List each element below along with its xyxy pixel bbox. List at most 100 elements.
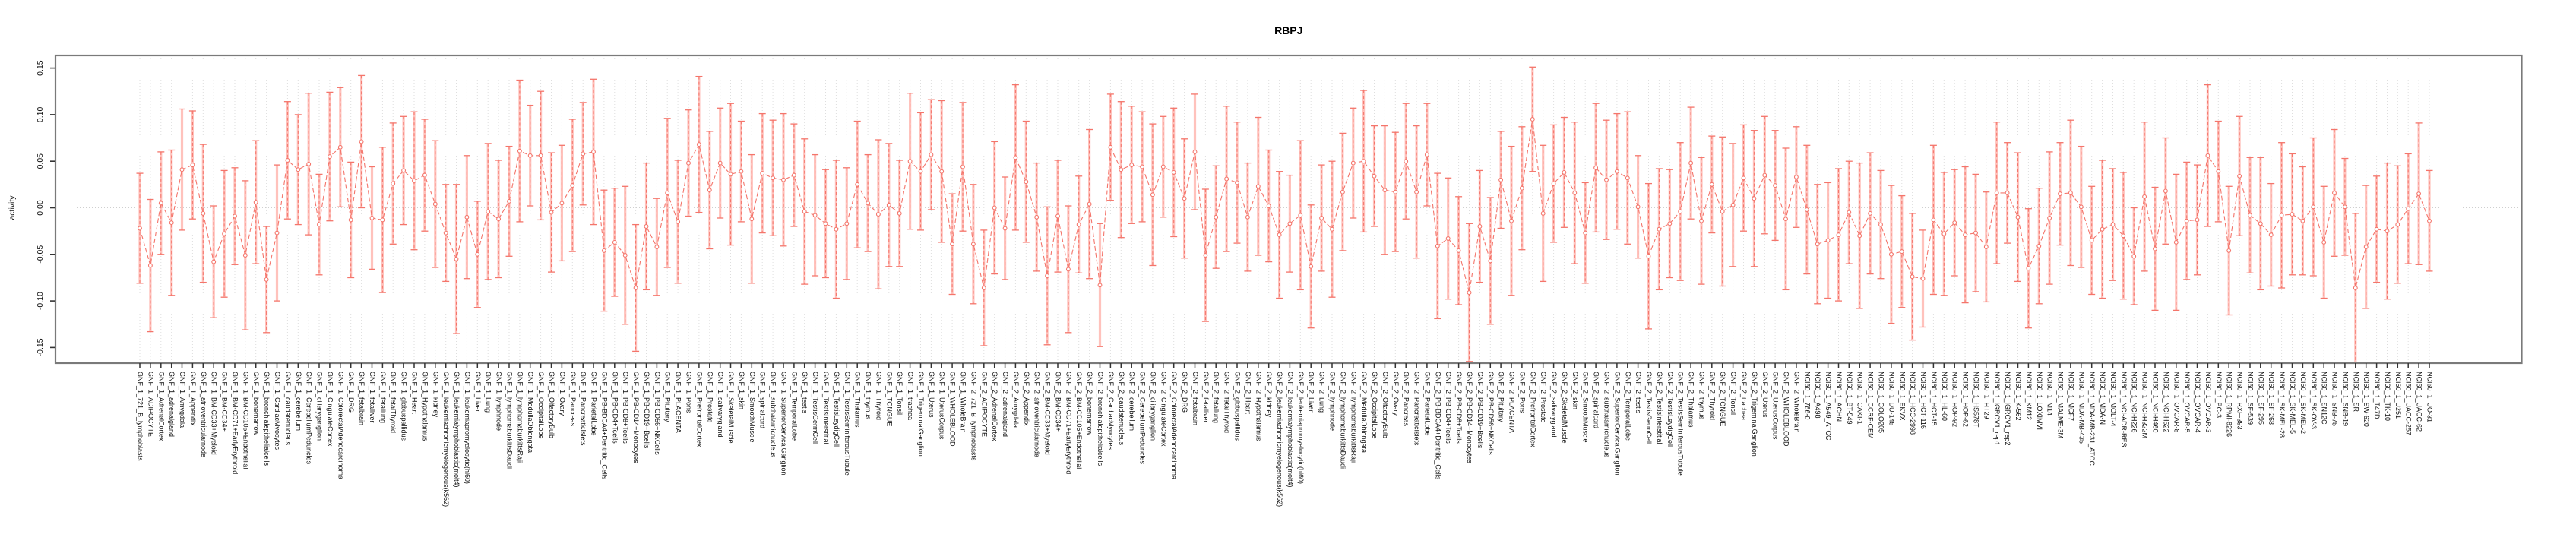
data-point bbox=[2300, 218, 2305, 223]
data-point bbox=[1045, 274, 1050, 278]
data-point bbox=[1055, 213, 1060, 219]
x-category-label: NCI60_1_HCC-2998 bbox=[1909, 372, 1916, 435]
data-point bbox=[1361, 159, 1366, 164]
x-category-label: GNF_1_kidney bbox=[432, 372, 439, 418]
x-category-label: GNF_1_Thalamus bbox=[854, 372, 862, 428]
data-point bbox=[253, 200, 258, 205]
data-point bbox=[296, 167, 301, 172]
x-category-label: GNF_1_Heart bbox=[411, 372, 419, 415]
data-point bbox=[2279, 213, 2284, 218]
data-point bbox=[264, 277, 269, 282]
data-point bbox=[1614, 169, 1619, 174]
data-point bbox=[1192, 149, 1198, 154]
data-point bbox=[1414, 189, 1419, 194]
data-point bbox=[686, 160, 691, 166]
data-point bbox=[2078, 204, 2084, 210]
data-point bbox=[1604, 177, 1609, 182]
x-category-label: GNF_2_WholeBrain bbox=[1793, 372, 1800, 433]
data-point bbox=[1657, 226, 1662, 232]
data-point bbox=[2036, 243, 2042, 248]
data-point bbox=[1182, 196, 1187, 201]
x-category-label: NCI60_1_NCI-H460 bbox=[2152, 372, 2160, 433]
data-point bbox=[2353, 286, 2358, 290]
data-point bbox=[2015, 214, 2021, 220]
x-category-label: GNF_1_trachea bbox=[907, 372, 914, 420]
x-category-label: NCI60_1_HL-60 bbox=[1941, 372, 1948, 421]
data-point bbox=[866, 201, 871, 206]
data-point bbox=[1540, 210, 1546, 216]
data-point bbox=[1625, 175, 1630, 181]
data-point bbox=[644, 224, 649, 229]
data-point bbox=[1319, 216, 1324, 220]
data-point bbox=[676, 219, 681, 224]
data-point bbox=[359, 139, 364, 144]
data-point bbox=[1530, 117, 1535, 122]
data-point bbox=[728, 172, 733, 177]
x-category-label: NCI60_1_EKVX bbox=[1898, 372, 1906, 421]
y-tick-label: -0.05 bbox=[36, 245, 45, 264]
data-point bbox=[1097, 283, 1103, 288]
data-point bbox=[2268, 232, 2274, 238]
x-category-label: GNF_1_SmoothMuscle bbox=[748, 372, 756, 443]
x-category-label: NCI60_1_SR bbox=[2352, 372, 2359, 413]
data-point bbox=[950, 242, 955, 247]
data-point bbox=[242, 253, 248, 258]
x-category-label: GNF_2_TestisLeydigCell bbox=[1666, 372, 1674, 447]
x-category-label: NCI60_1_T47D bbox=[2373, 372, 2381, 419]
x-category-label: NCI60_1_SW-620 bbox=[2362, 372, 2370, 427]
x-category-label: GNF_2_TestisGermCell bbox=[1645, 372, 1653, 444]
data-point bbox=[1013, 155, 1018, 160]
data-point bbox=[1065, 267, 1071, 272]
data-point bbox=[1773, 183, 1778, 188]
data-point bbox=[918, 169, 923, 174]
data-point bbox=[1024, 179, 1029, 185]
data-point bbox=[190, 163, 195, 168]
x-category-label: GNF_2_PB-BDCA4+Dentritic_Cells bbox=[1434, 372, 1441, 480]
data-point bbox=[211, 259, 217, 264]
x-category-label: GNF_1_ColorectalAdenocarcinoma bbox=[337, 372, 344, 479]
x-category-label: GNF_2_thymus bbox=[1698, 372, 1706, 420]
data-point bbox=[401, 168, 407, 173]
x-category-label: GNF_1_PB-CD19+Bcells bbox=[643, 372, 650, 449]
x-category-label: GNF_1_bronchialepithelialcells bbox=[263, 372, 271, 466]
x-category-label: GNF_2_bonemarrow bbox=[1086, 372, 1093, 436]
x-category-label: GNF_2_kidney bbox=[1265, 372, 1273, 418]
x-category-label: GNF_1_WholeBrain bbox=[960, 372, 967, 433]
x-category-label: GNF_2_ciliaryganglion bbox=[1149, 372, 1157, 441]
data-point bbox=[1635, 204, 1641, 210]
x-category-label: NCI60_1_HT29 bbox=[1983, 372, 1990, 419]
x-category-label: GNF_1_fetalbrain bbox=[358, 372, 366, 425]
x-category-label: GNF_2_PancreaticIslets bbox=[1413, 372, 1421, 446]
x-category-label: GNF_2_ADIPOCYTE bbox=[980, 372, 988, 437]
x-category-label: GNF_1_leukemiapromyelocytic(hl60) bbox=[464, 372, 471, 484]
data-point bbox=[306, 161, 312, 166]
x-category-label: GNF_2_Hypothalamus bbox=[1255, 372, 1262, 441]
x-category-label: GNF_2_Uterus bbox=[1761, 372, 1769, 418]
x-category-label: NCI60_1_NCI-H522 bbox=[2162, 372, 2169, 433]
x-category-label: GNF_1_PancreaticIslets bbox=[580, 372, 587, 446]
x-category-label: GNF_2_ParietalLobe bbox=[1423, 372, 1431, 436]
x-category-label: NCI60_1_ACHN bbox=[1835, 372, 1843, 422]
x-category-label: GNF_1_lymphomaburkittsRaji bbox=[516, 372, 524, 463]
data-point bbox=[907, 159, 913, 164]
x-category-label: GNF_1_spinalcord bbox=[759, 372, 767, 428]
x-category-label: GNF_2_BM-CD105+Endothelial bbox=[1075, 372, 1083, 469]
x-category-label: GNF_2_MedullaOblongata bbox=[1360, 372, 1368, 453]
x-category-label: NCI60_1_SK-MEL-2 bbox=[2299, 372, 2307, 434]
data-point bbox=[538, 153, 543, 158]
data-point bbox=[1963, 232, 1968, 238]
x-category-label: NCI60_1_HOP-92 bbox=[1951, 372, 1959, 427]
data-point bbox=[1203, 253, 1208, 258]
x-category-label: GNF_1_TestisSeminiferousTubule bbox=[843, 372, 851, 476]
data-point bbox=[1667, 221, 1673, 226]
data-point bbox=[2216, 169, 2221, 174]
x-category-label: GNF_1_bonemarrow bbox=[252, 372, 260, 436]
data-point bbox=[201, 210, 206, 216]
data-point bbox=[981, 286, 986, 290]
data-point bbox=[169, 220, 174, 226]
data-point bbox=[1382, 188, 1388, 193]
data-point bbox=[1488, 258, 1493, 264]
x-category-label: GNF_2_Prostate bbox=[1540, 372, 1547, 423]
